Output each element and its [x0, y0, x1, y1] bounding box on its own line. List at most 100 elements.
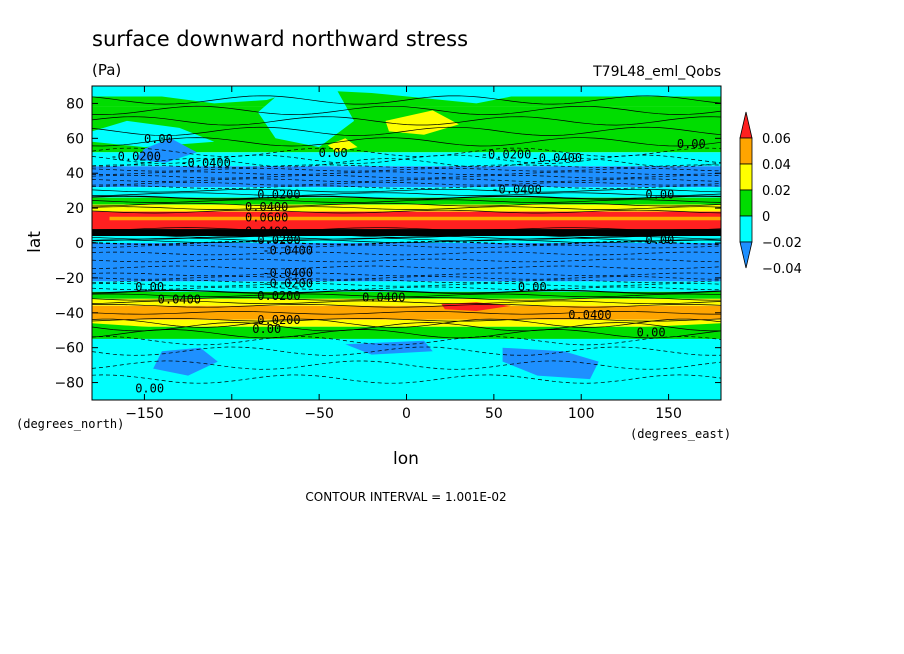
zonal-band	[92, 305, 721, 320]
x-tick-label: −100	[213, 406, 251, 422]
colorbar-label: −0.02	[762, 236, 802, 251]
x-axis-ticks: −150 −100 −50 0 50 100 150	[125, 86, 682, 422]
contour-label: 0.00	[135, 280, 164, 294]
zonal-band	[92, 166, 721, 188]
zonal-band	[92, 197, 721, 205]
contour-label: 0.0200	[257, 188, 300, 202]
chart-title: surface downward northward stress	[92, 27, 468, 51]
contour-label: 0.0200	[257, 289, 300, 303]
experiment-label: T79L48_eml_Qobs	[592, 64, 721, 80]
contour-line	[92, 232, 721, 237]
contour-region	[92, 120, 215, 148]
contour-label: 0.0200	[257, 313, 300, 327]
zonal-band	[92, 243, 721, 282]
contour-label: -0.0400	[180, 156, 231, 170]
contour-line	[92, 209, 721, 214]
contour-label: 0.00	[518, 280, 547, 294]
colorbar-segment	[739, 137, 753, 165]
y-tick-label: 0	[75, 236, 84, 252]
y-tick-label: −60	[54, 341, 84, 357]
contour-line	[92, 227, 721, 231]
contour-line	[92, 311, 721, 315]
chart-units: (Pa)	[92, 61, 121, 79]
contour-line	[92, 126, 721, 136]
contour-line	[92, 158, 721, 168]
zonal-band	[92, 187, 721, 198]
zonal-band	[92, 291, 721, 299]
y-tick-label: 20	[66, 201, 84, 217]
contour-line	[92, 329, 721, 339]
y-tick-label: 60	[66, 131, 84, 147]
zonal-band	[92, 281, 721, 292]
contour-line	[92, 360, 721, 370]
contour-line	[92, 154, 721, 164]
contour-line	[92, 116, 721, 126]
zonal-band	[92, 211, 721, 230]
contour-label: 0.0600	[245, 210, 288, 224]
colorbar-arrow-top	[739, 111, 753, 139]
y-axis-label: lat	[25, 231, 45, 253]
contour-region	[385, 110, 459, 135]
contour-line	[92, 192, 721, 196]
contour-line	[92, 188, 721, 193]
contour-line	[92, 297, 721, 301]
contour-label: 0.0400	[362, 291, 405, 305]
colorbar-label: 0.04	[762, 158, 791, 173]
contour-label: 0.00	[319, 146, 348, 160]
contour-region	[258, 89, 355, 148]
contour-lines	[92, 95, 721, 384]
x-tick-label: −150	[125, 406, 163, 422]
contour-line	[92, 95, 721, 105]
contour-label: 0.0400	[245, 200, 288, 214]
contour-label: -0.0200	[481, 148, 532, 162]
contour-region	[92, 86, 721, 104]
contour-region	[92, 323, 721, 339]
contour-label: 0.00	[645, 233, 674, 247]
x-tick-label: 150	[655, 406, 682, 422]
contour-label: 0.00	[637, 325, 666, 339]
contour-line	[92, 304, 721, 308]
colorbar-segment	[739, 189, 753, 217]
contour-label: -0.0400	[262, 243, 313, 257]
y-tick-label: −20	[54, 271, 84, 287]
contour-line	[92, 293, 721, 298]
contour-line	[92, 336, 721, 346]
contour-label: -0.0400	[262, 266, 313, 280]
y-tick-label: −40	[54, 306, 84, 322]
contour-line	[92, 322, 721, 332]
x-axis-label: lon	[393, 449, 419, 469]
zonal-band	[92, 236, 721, 243]
contour-line	[92, 318, 721, 322]
y-axis-units: (degrees_north)	[16, 417, 124, 431]
colorbar-segment	[739, 215, 753, 243]
contour-line	[92, 195, 721, 200]
contour-interval-note: CONTOUR INTERVAL = 1.001E-02	[305, 490, 506, 504]
x-axis-units: (degrees_east)	[630, 427, 731, 441]
zonal-band	[92, 204, 721, 212]
colorbar-arrow-bottom	[739, 241, 753, 269]
contour-label: -0.0200	[110, 149, 161, 163]
contour-label: -0.0400	[491, 182, 542, 196]
contour-label: -0.0400	[531, 151, 582, 165]
contour-line	[92, 318, 721, 328]
contour-line	[92, 105, 721, 115]
contour-line	[92, 300, 721, 305]
y-tick-label: −80	[54, 376, 84, 392]
contour-label: 0.00	[677, 137, 706, 151]
colorbar-label: −0.04	[762, 262, 802, 277]
contour-line	[92, 237, 721, 242]
contour-line	[92, 239, 721, 244]
contour-line	[92, 289, 721, 294]
contour-line	[92, 199, 721, 203]
x-tick-label: 50	[485, 406, 503, 422]
x-tick-label: −50	[304, 406, 334, 422]
contour-region	[109, 216, 721, 221]
contour-label: -0.0200	[262, 277, 313, 291]
contour-line	[92, 206, 721, 210]
contour-label: 0.00	[252, 322, 281, 336]
contour-line	[92, 346, 721, 356]
contour-label: 0.0400	[245, 224, 288, 238]
